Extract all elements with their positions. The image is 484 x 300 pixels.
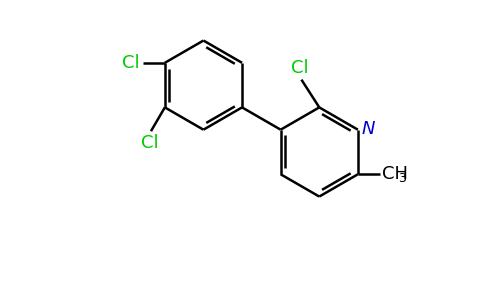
Text: N: N (362, 120, 376, 138)
Text: CH: CH (382, 165, 408, 183)
Text: Cl: Cl (122, 54, 140, 72)
Text: Cl: Cl (141, 134, 159, 152)
Text: 3: 3 (398, 172, 407, 185)
Text: Cl: Cl (291, 59, 308, 77)
